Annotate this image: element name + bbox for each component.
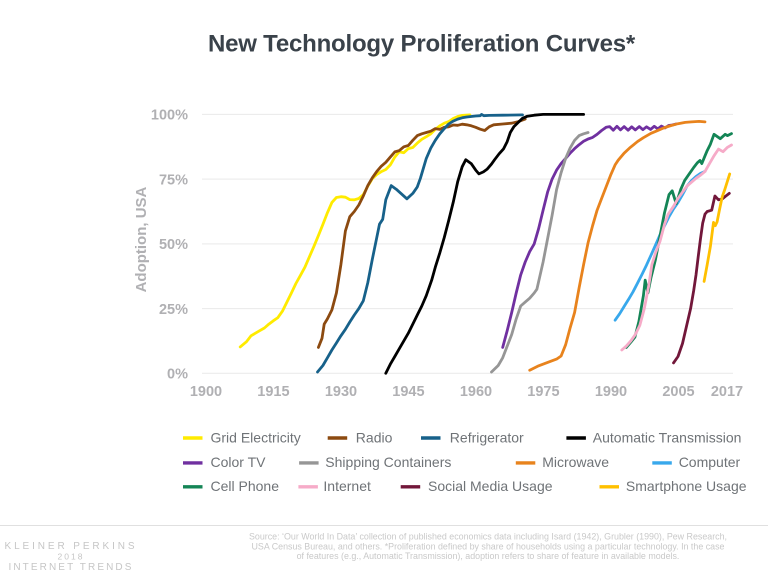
svg-text:of features (e.g., Automatic T: of features (e.g., Automatic Transmissio… xyxy=(297,551,680,561)
svg-text:0%: 0% xyxy=(167,367,188,383)
svg-text:Automatic Transmission: Automatic Transmission xyxy=(593,429,742,445)
svg-text:Internet: Internet xyxy=(323,478,371,494)
svg-text:1945: 1945 xyxy=(392,384,424,400)
svg-text:New Technology Proliferation C: New Technology Proliferation Curves* xyxy=(208,31,636,58)
svg-text:1900: 1900 xyxy=(190,384,222,400)
svg-text:50%: 50% xyxy=(159,237,188,253)
svg-text:1915: 1915 xyxy=(257,384,289,400)
svg-text:Microwave: Microwave xyxy=(542,454,609,470)
svg-text:Smartphone Usage: Smartphone Usage xyxy=(626,478,747,494)
svg-text:KLEINER PERKINS: KLEINER PERKINS xyxy=(5,541,138,552)
svg-text:2018: 2018 xyxy=(58,552,85,562)
svg-text:Adoption, USA: Adoption, USA xyxy=(133,186,150,292)
svg-text:Refrigerator: Refrigerator xyxy=(450,429,524,445)
svg-text:100%: 100% xyxy=(151,108,188,124)
svg-text:2017: 2017 xyxy=(711,384,743,400)
svg-text:75%: 75% xyxy=(159,172,188,188)
svg-text:Social Media Usage: Social Media Usage xyxy=(428,478,553,494)
svg-text:Grid Electricity: Grid Electricity xyxy=(211,429,301,445)
svg-text:Cell Phone: Cell Phone xyxy=(211,478,280,494)
svg-text:1990: 1990 xyxy=(595,384,627,400)
svg-text:USA Census Bureau, and others.: USA Census Bureau, and others. *Prolifer… xyxy=(252,541,725,551)
svg-text:INTERNET TRENDS: INTERNET TRENDS xyxy=(8,562,133,573)
svg-text:Shipping Containers: Shipping Containers xyxy=(325,454,451,470)
svg-text:Color TV: Color TV xyxy=(211,454,267,470)
svg-text:Radio: Radio xyxy=(356,429,393,445)
svg-text:1930: 1930 xyxy=(325,384,357,400)
svg-text:Source: ‘Our World In Data’ co: Source: ‘Our World In Data’ collection o… xyxy=(249,532,727,542)
svg-text:Computer: Computer xyxy=(679,454,741,470)
svg-text:25%: 25% xyxy=(159,302,188,318)
svg-text:1975: 1975 xyxy=(527,384,559,400)
svg-text:2005: 2005 xyxy=(662,384,694,400)
svg-text:1960: 1960 xyxy=(460,384,492,400)
